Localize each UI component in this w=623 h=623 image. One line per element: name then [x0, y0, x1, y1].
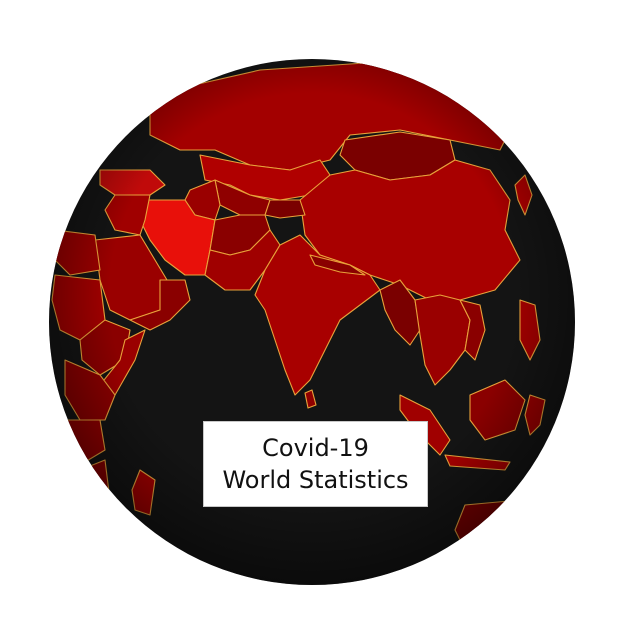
globe-shading	[49, 59, 575, 585]
title-line-1: Covid-19	[262, 434, 369, 462]
title-line-2: World Statistics	[222, 466, 409, 494]
title-box: Covid-19 World Statistics	[203, 421, 428, 507]
